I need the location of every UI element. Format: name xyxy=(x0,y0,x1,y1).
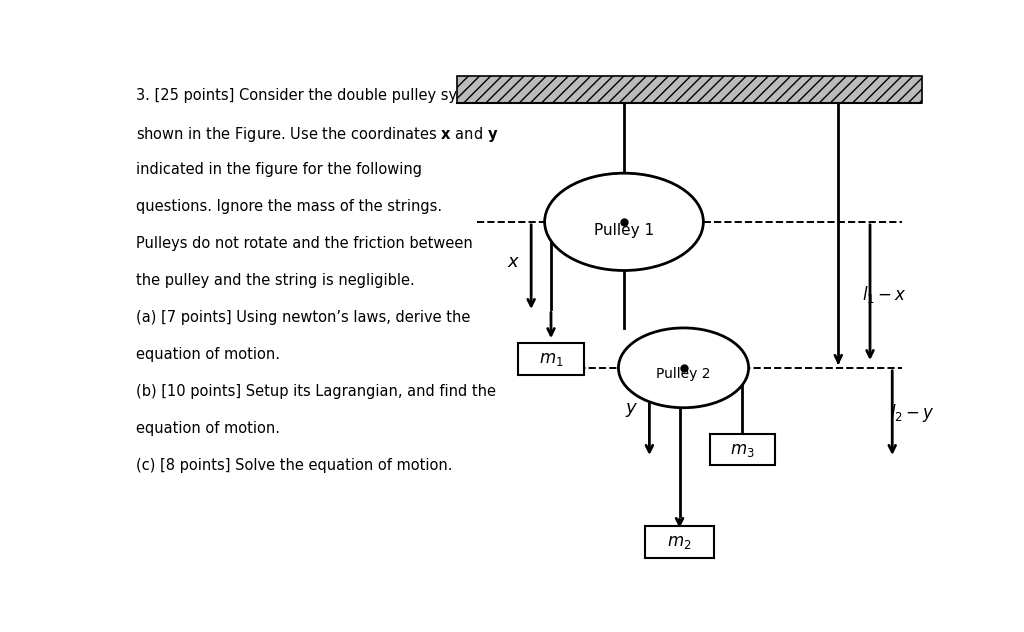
Bar xyxy=(710,434,775,465)
Text: Pulleys do not rotate and the friction between: Pulleys do not rotate and the friction b… xyxy=(136,236,473,251)
Text: (c) [8 points] Solve the equation of motion.: (c) [8 points] Solve the equation of mot… xyxy=(136,458,453,473)
Bar xyxy=(518,344,584,375)
Text: $l_2 - y$: $l_2 - y$ xyxy=(890,402,935,424)
Text: indicated in the figure for the following: indicated in the figure for the followin… xyxy=(136,162,422,177)
Circle shape xyxy=(545,173,703,270)
Text: 3. [25 points] Consider the double pulley system: 3. [25 points] Consider the double pulle… xyxy=(136,88,494,103)
Circle shape xyxy=(618,328,749,408)
Text: $y$: $y$ xyxy=(626,401,639,420)
Bar xyxy=(458,76,922,102)
Text: equation of motion.: equation of motion. xyxy=(136,421,280,436)
Text: (b) [10 points] Setup its Lagrangian, and find the: (b) [10 points] Setup its Lagrangian, an… xyxy=(136,384,496,399)
Text: Pulley 2: Pulley 2 xyxy=(656,367,711,380)
Text: shown in the Figure. Use the coordinates $\mathbf{x}$ and $\mathbf{y}$: shown in the Figure. Use the coordinates… xyxy=(136,125,499,144)
Text: $m_1$: $m_1$ xyxy=(539,350,563,368)
Text: $m_3$: $m_3$ xyxy=(730,441,755,459)
Text: Pulley 1: Pulley 1 xyxy=(594,223,654,238)
Bar xyxy=(645,526,715,557)
Text: questions. Ignore the mass of the strings.: questions. Ignore the mass of the string… xyxy=(136,199,442,214)
Text: $l_1 - x$: $l_1 - x$ xyxy=(862,284,907,305)
Text: (a) [7 points] Using newton’s laws, derive the: (a) [7 points] Using newton’s laws, deri… xyxy=(136,310,470,325)
Text: equation of motion.: equation of motion. xyxy=(136,347,280,362)
Text: the pulley and the string is negligible.: the pulley and the string is negligible. xyxy=(136,273,415,288)
Text: $x$: $x$ xyxy=(507,253,520,271)
Text: $m_2$: $m_2$ xyxy=(668,533,692,551)
